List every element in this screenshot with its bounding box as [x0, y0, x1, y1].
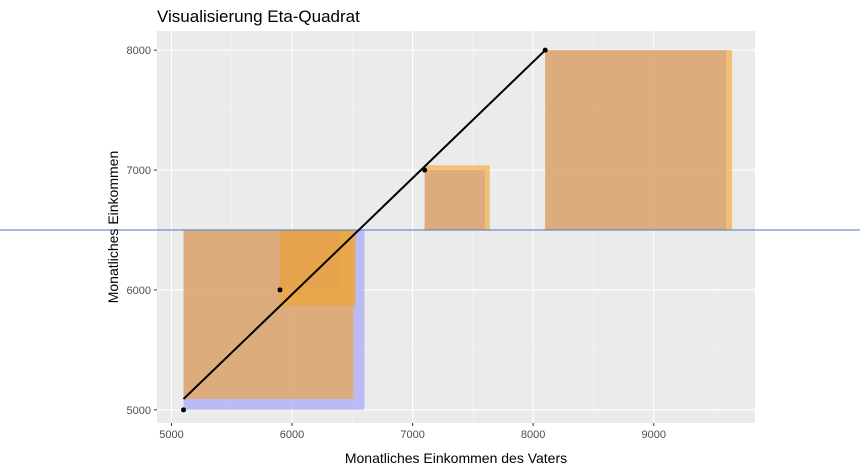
square-area — [545, 50, 733, 230]
y-tick-label: 8000 — [127, 45, 151, 57]
y-tick-label: 5000 — [127, 405, 151, 417]
y-tick-label: 7000 — [127, 165, 151, 177]
chart-title: Visualisierung Eta-Quadrat — [157, 7, 360, 26]
x-tick-label: 6000 — [280, 429, 304, 441]
x-axis-title: Monatliches Einkommen des Vaters — [345, 450, 567, 466]
y-tick-label: 6000 — [127, 285, 151, 297]
x-tick-label: 8000 — [521, 429, 545, 441]
data-point — [422, 167, 428, 173]
x-tick-label: 7000 — [400, 429, 424, 441]
data-point — [277, 287, 283, 293]
data-point — [542, 47, 548, 53]
x-tick-label: 9000 — [641, 429, 665, 441]
x-tick-label: 5000 — [159, 429, 183, 441]
y-axis-title: Monatliches Einkommen — [105, 151, 121, 304]
data-point — [181, 407, 187, 413]
square-area — [424, 165, 490, 230]
regression-line — [182, 49, 546, 400]
